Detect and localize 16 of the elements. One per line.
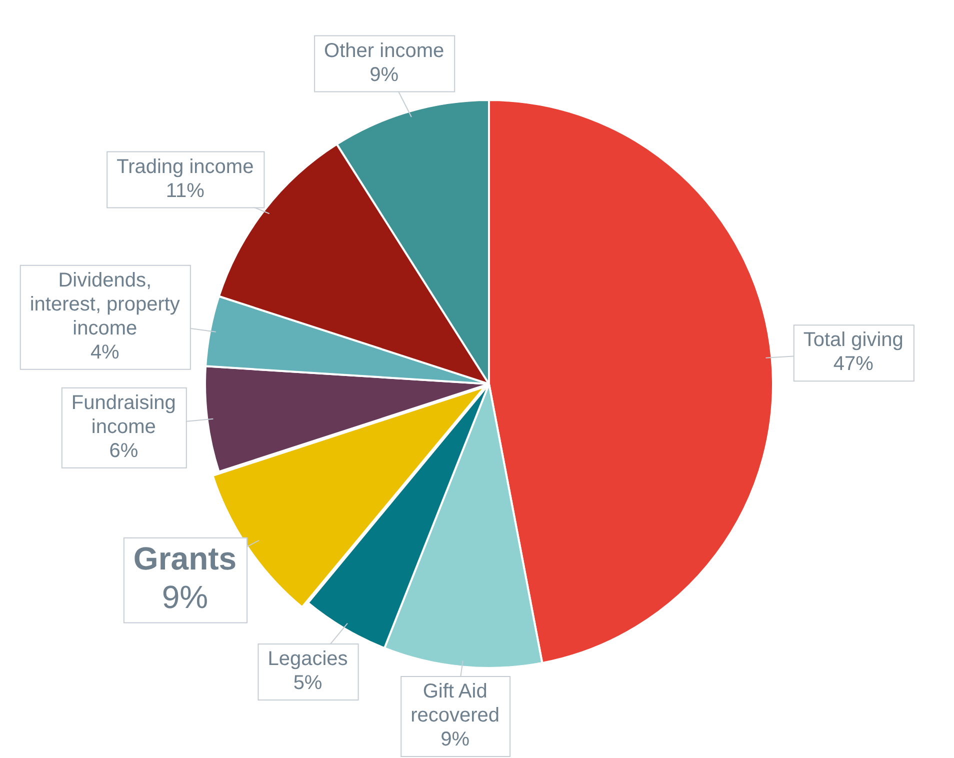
data-label: 5% <box>293 672 322 694</box>
slice-label: Trading income <box>116 156 254 178</box>
slice-label: Total giving <box>803 329 904 352</box>
data-label: 11% <box>166 180 205 202</box>
data-label: 9% <box>370 64 399 86</box>
slice-label: Grants <box>133 540 237 576</box>
slice-label: Legacies <box>268 648 348 670</box>
data-label: 9% <box>440 728 470 751</box>
slice-label: Gift Aid recovered <box>410 680 500 727</box>
data-label: 4% <box>90 341 120 364</box>
slice-label: Other income <box>324 40 444 62</box>
data-label: 9% <box>162 578 208 615</box>
data-label: 6% <box>109 440 138 462</box>
slice-label: Dividends, interest, property income <box>30 269 180 340</box>
data-label: 47% <box>833 353 874 376</box>
slice-label: Fundraising income <box>71 392 176 438</box>
